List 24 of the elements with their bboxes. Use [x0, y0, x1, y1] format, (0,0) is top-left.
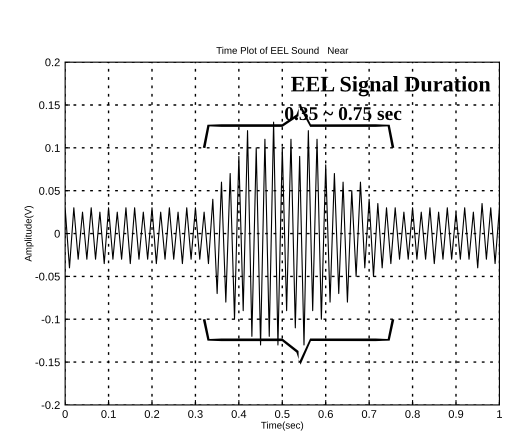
y-tick-label: 0.15: [39, 101, 60, 110]
y-tick-label: -0.15: [35, 358, 60, 366]
annotation: EEL Signal Duration: [291, 76, 490, 96]
x-tick-label: 0.7: [362, 410, 376, 418]
x-tick-label: 0: [62, 410, 68, 418]
y-tick-label: -0.2: [42, 401, 60, 410]
x-tick-label: 0.2: [144, 410, 160, 418]
x-tick-label: 0.8: [405, 410, 420, 418]
x-tick-label: 0.6: [318, 410, 333, 418]
x-tick-label: 0.3: [188, 410, 203, 418]
x-axis-title: Time(sec): [261, 422, 304, 431]
y-tick-label: -0.1: [42, 316, 60, 324]
x-tick-label: 0.1: [101, 410, 116, 418]
y-tick-label: -0.05: [35, 272, 60, 281]
y-axis-title: Amplitude(V): [24, 206, 34, 262]
y-tick-label: 0.1: [45, 144, 60, 152]
y-tick-label: 0.05: [39, 186, 60, 195]
y-tick-label: 0.2: [45, 58, 60, 66]
x-tick-label: 1: [497, 410, 502, 418]
chart-title: Time Plot of EEL Sound Near: [216, 46, 348, 54]
y-tick-label: 0: [54, 230, 60, 238]
x-tick-label: 0.5: [274, 410, 290, 418]
x-tick-label: 0.9: [448, 410, 464, 418]
x-tick-label: 0.4: [232, 410, 246, 418]
